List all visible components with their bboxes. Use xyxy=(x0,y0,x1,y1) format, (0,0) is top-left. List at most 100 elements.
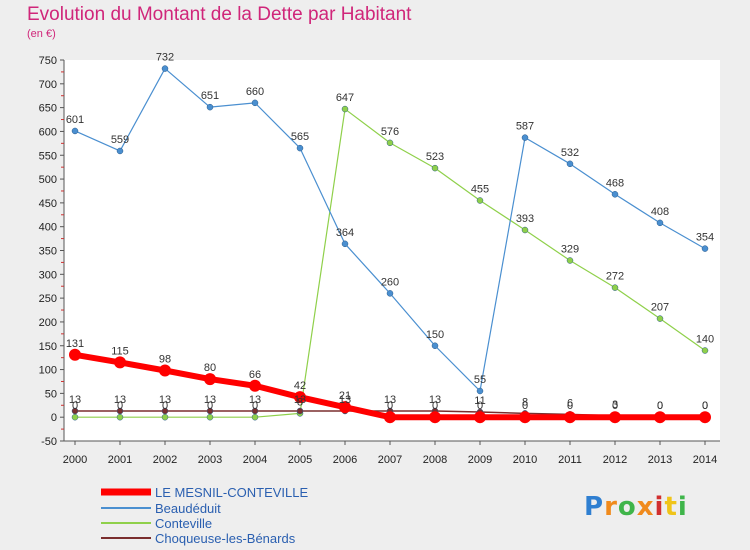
data-label: 13 xyxy=(114,394,126,406)
data-label: 393 xyxy=(516,213,534,225)
data-point xyxy=(521,226,529,234)
y-tick-label: 750 xyxy=(39,55,57,67)
plot-area xyxy=(64,60,720,441)
data-point xyxy=(611,191,619,198)
y-tick-label: 250 xyxy=(39,293,57,305)
data-label: 565 xyxy=(291,131,309,143)
data-label: 0 xyxy=(162,400,168,412)
data-point xyxy=(296,407,304,415)
data-point xyxy=(519,411,531,424)
data-label: 13 xyxy=(204,394,216,406)
data-point xyxy=(71,407,79,415)
data-label: 21 xyxy=(339,390,351,402)
data-label: 0 xyxy=(207,400,213,412)
data-label: 329 xyxy=(561,244,579,256)
y-tick-label: 300 xyxy=(39,269,57,281)
x-tick-label: 2006 xyxy=(333,454,357,466)
data-point xyxy=(566,257,574,264)
data-point xyxy=(294,391,306,404)
data-point xyxy=(476,197,484,204)
data-label: 408 xyxy=(651,206,669,218)
data-label: 732 xyxy=(156,52,174,64)
data-label: 13 xyxy=(249,394,261,406)
brand-letter: P xyxy=(584,492,605,522)
data-label: 0 xyxy=(522,400,528,412)
data-label: 13 xyxy=(294,394,306,406)
data-label: 260 xyxy=(381,276,399,288)
data-label: 13 xyxy=(384,394,396,406)
data-label: 66 xyxy=(249,369,261,381)
data-label: 0 xyxy=(567,400,573,412)
y-tick-label: 500 xyxy=(39,174,57,186)
y-tick-label: 400 xyxy=(39,222,57,234)
data-point xyxy=(701,347,709,354)
data-point xyxy=(654,411,666,424)
data-point xyxy=(116,147,124,155)
y-tick-label: 100 xyxy=(39,365,57,377)
x-tick-label: 2013 xyxy=(648,454,672,466)
data-point xyxy=(564,411,576,424)
y-tick-label: -50 xyxy=(41,436,57,448)
x-tick-label: 2014 xyxy=(693,454,717,466)
y-tick-label: 50 xyxy=(45,388,57,400)
brand-logo: Proxiti xyxy=(584,492,688,522)
data-point xyxy=(429,411,441,424)
data-point xyxy=(251,99,259,107)
legend-label: LE MESNIL-CONTEVILLE xyxy=(155,485,308,500)
y-tick-label: 0 xyxy=(51,412,57,424)
data-point xyxy=(431,342,439,349)
data-label: 0 xyxy=(612,400,618,412)
data-label: 354 xyxy=(696,232,714,244)
data-point xyxy=(521,134,529,141)
y-tick-label: 700 xyxy=(39,79,57,91)
data-label: 13 xyxy=(339,394,351,406)
data-point xyxy=(474,411,486,424)
data-label: 8 xyxy=(522,396,528,408)
data-point xyxy=(204,373,216,386)
data-point xyxy=(161,413,169,421)
data-label: 207 xyxy=(651,302,669,314)
y-tick-label: 350 xyxy=(39,246,57,258)
data-point xyxy=(71,127,79,135)
data-point xyxy=(656,219,664,227)
data-point xyxy=(116,407,124,415)
data-point xyxy=(71,413,79,421)
data-point xyxy=(609,411,621,424)
data-label: 150 xyxy=(426,329,444,341)
data-label: 601 xyxy=(66,114,84,126)
data-point xyxy=(566,160,574,168)
x-tick-label: 2007 xyxy=(378,454,402,466)
x-tick-label: 2004 xyxy=(243,454,267,466)
x-tick-label: 2009 xyxy=(468,454,492,466)
data-label: 0 xyxy=(702,400,708,412)
series-1 xyxy=(71,65,709,395)
data-label: 0 xyxy=(117,400,123,412)
data-point xyxy=(206,413,214,421)
data-label: 131 xyxy=(66,338,84,350)
data-label: 13 xyxy=(159,394,171,406)
data-label: 364 xyxy=(336,227,354,239)
y-tick-label: 600 xyxy=(39,126,57,138)
data-point xyxy=(296,144,304,152)
data-label: 0 xyxy=(72,400,78,412)
x-tick-label: 2003 xyxy=(198,454,222,466)
data-label: 559 xyxy=(111,134,129,146)
data-point xyxy=(384,411,396,424)
legend-label: Beaudéduit xyxy=(155,501,221,516)
x-tick-label: 2002 xyxy=(153,454,177,466)
data-label: 140 xyxy=(696,334,714,346)
data-point xyxy=(114,356,126,369)
data-label: 660 xyxy=(246,86,264,98)
data-point xyxy=(251,413,259,421)
data-label: 0 xyxy=(387,400,393,412)
x-tick-label: 2010 xyxy=(513,454,537,466)
y-tick-label: 150 xyxy=(39,341,57,353)
x-tick-label: 2005 xyxy=(288,454,312,466)
data-point xyxy=(159,364,171,377)
x-tick-label: 2012 xyxy=(603,454,627,466)
data-label: 0 xyxy=(657,400,663,412)
data-point xyxy=(431,164,439,172)
data-point xyxy=(699,411,711,424)
